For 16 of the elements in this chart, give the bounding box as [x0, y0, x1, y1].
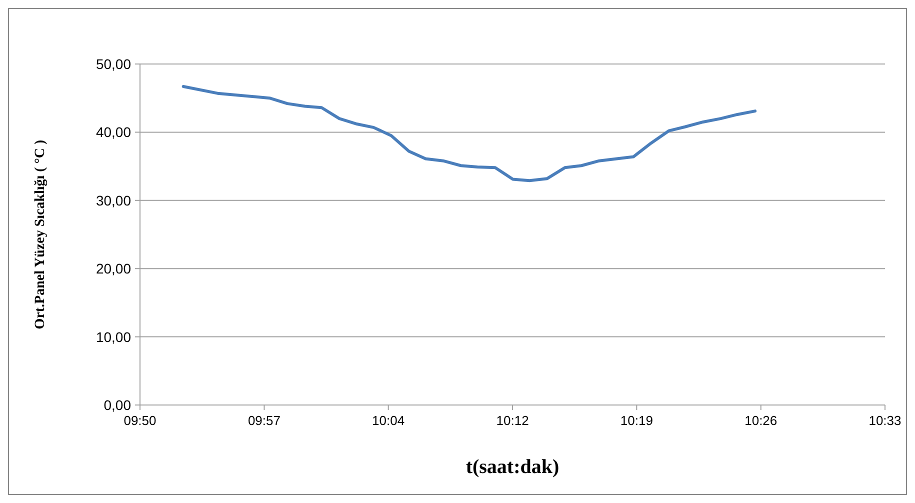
y-tick-label: 30,00	[96, 192, 132, 208]
y-tick-label: 0,00	[104, 397, 132, 413]
y-tick-label: 10,00	[96, 328, 132, 345]
y-axis-title: Ort.Panel Yüzey Sıcaklığı ( °C )	[33, 139, 48, 330]
x-tick-label: 10:19	[620, 413, 653, 428]
x-tick-label: 10:12	[496, 413, 529, 428]
y-tick-label: 40,00	[96, 124, 132, 140]
y-tick-label: 50,00	[96, 56, 132, 72]
x-tick-label: 10:26	[744, 413, 778, 428]
x-tick-label: 10:33	[868, 413, 902, 428]
y-tick-label: 20,00	[96, 260, 132, 277]
x-tick-label: 09:50	[124, 413, 156, 428]
x-tick-label: 10:04	[372, 413, 405, 428]
x-axis-title: t(saat:dak)	[466, 456, 560, 478]
line-series	[182, 85, 757, 182]
x-tick-label: 09:57	[248, 413, 280, 428]
